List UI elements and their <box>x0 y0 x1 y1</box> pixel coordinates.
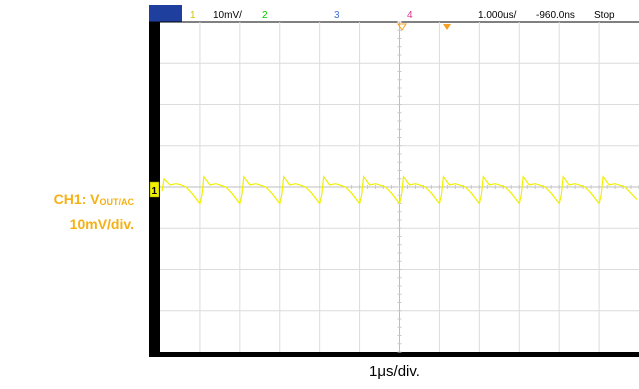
status-ch4-label: 4 <box>407 10 413 21</box>
ch1-ground-label: 1 <box>152 186 158 197</box>
status-bar <box>149 5 639 22</box>
graticule <box>160 21 639 353</box>
ch1-trace <box>161 175 638 205</box>
channel-annotation: CH1: VOUT/AC 10mV/div. <box>0 188 134 235</box>
channel-scale: 10mV/div. <box>69 216 134 232</box>
status-ch3-label: 3 <box>334 10 340 21</box>
ch1-ground-marker <box>149 181 160 198</box>
status-delay: -960.0ns <box>536 10 575 21</box>
status-badge <box>149 5 182 22</box>
status-ch1-label: 1 <box>190 10 196 21</box>
trigger-position-marker <box>397 23 407 31</box>
status-ch2-label: 2 <box>262 10 268 21</box>
status-ch1-scale: 10mV/ <box>213 10 242 21</box>
trigger-delay-marker <box>443 24 451 30</box>
status-run-state: Stop <box>594 10 615 21</box>
channel-label: CH1: VOUT/AC <box>53 191 134 207</box>
status-timebase: 1.000us/ <box>478 10 517 21</box>
timebase-caption: 1μs/div. <box>369 363 420 380</box>
